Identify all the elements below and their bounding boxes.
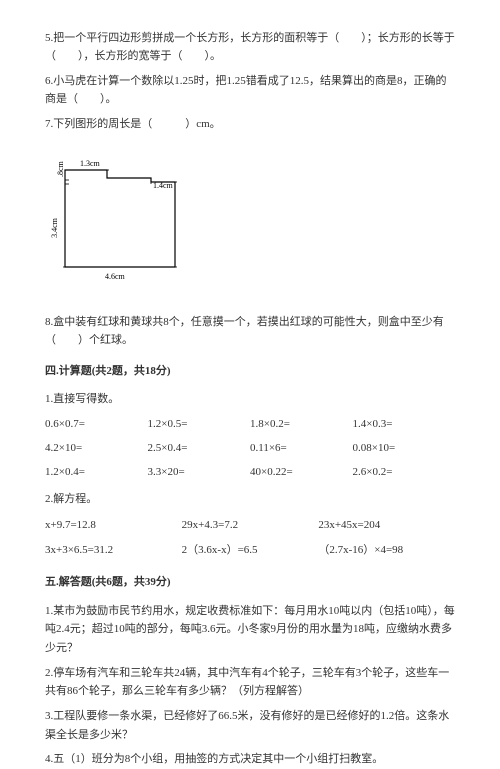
calc-item: 1.4×0.3= — [353, 416, 456, 434]
calc-row-1: 0.6×0.7= 1.2×0.5= 1.8×0.2= 1.4×0.3= — [45, 416, 455, 434]
answer-q3: 3.工程队要修一条水渠，已经修好了66.5米，没有修好的是已经修好的1.2倍。这… — [45, 707, 455, 744]
eq-item: （2.7x-16）×4=98 — [318, 542, 455, 560]
question-5-text: 5.把一个平行四边形剪拼成一个长方形，长方形的面积等于（ ）；长方形的长等于（ … — [45, 32, 455, 62]
eq-row-1: x+9.7=12.8 29x+4.3=7.2 23x+45x=204 — [45, 517, 455, 535]
calc-item: 2.5×0.4= — [148, 440, 251, 458]
eq-item: 3x+3×6.5=31.2 — [45, 542, 182, 560]
perimeter-figure: 1.3cm 1.4cm .8cm 3.4cm 4.6cm — [45, 152, 455, 292]
eq-item: 2（3.6x-x）=6.5 — [182, 542, 319, 560]
figure-svg: 1.3cm 1.4cm .8cm 3.4cm 4.6cm — [45, 152, 225, 292]
question-6-text: 6.小马虎在计算一个数除以1.25时，把1.25错看成了12.5，结果算出的商是… — [45, 75, 447, 105]
calc-item: 0.08×10= — [353, 440, 456, 458]
question-7-text: 7.下列图形的周长是（ ）cm。 — [45, 118, 221, 130]
question-8: 8.盒中装有红球和黄球共8个，任意摸一个，若摸出红球的可能性大，则盒中至少有（ … — [45, 314, 455, 349]
eq-row-2: 3x+3×6.5=31.2 2（3.6x-x）=6.5 （2.7x-16）×4=… — [45, 542, 455, 560]
label-left-notch: .8cm — [56, 160, 65, 177]
eq-item: 29x+4.3=7.2 — [182, 517, 319, 535]
question-7: 7.下列图形的周长是（ ）cm。 — [45, 116, 455, 134]
answer-q1: 1.某市为鼓励市民节约用水，规定收费标准如下：每月用水10吨以内（包括10吨），… — [45, 602, 455, 658]
calc-item: 2.6×0.2= — [353, 464, 456, 482]
eq-item: 23x+45x=204 — [318, 517, 455, 535]
section-5-title: 五.解答题(共6题，共39分) — [45, 574, 455, 592]
question-8-text: 8.盒中装有红球和黄球共8个，任意摸一个，若摸出红球的可能性大，则盒中至少有（ … — [45, 316, 444, 346]
answer-q4: 4.五（1）班分为8个小组，用抽签的方式决定其中一个小组打扫教室。 — [45, 750, 455, 769]
label-top-left: 1.3cm — [80, 159, 101, 168]
question-5: 5.把一个平行四边形剪拼成一个长方形，长方形的面积等于（ ）；长方形的长等于（ … — [45, 30, 455, 65]
label-left-side: 3.4cm — [50, 217, 59, 238]
calc-row-3: 1.2×0.4= 3.3×20= 40×0.22= 2.6×0.2= — [45, 464, 455, 482]
eq-item: x+9.7=12.8 — [45, 517, 182, 535]
calc-item: 1.2×0.5= — [148, 416, 251, 434]
section-4-sub1: 1.直接写得数。 — [45, 391, 455, 409]
calc-item: 0.11×6= — [250, 440, 353, 458]
calc-item: 4.2×10= — [45, 440, 148, 458]
section-4-title: 四.计算题(共2题，共18分) — [45, 363, 455, 381]
label-top-right: 1.4cm — [153, 181, 174, 190]
calc-item: 1.8×0.2= — [250, 416, 353, 434]
section-4-sub2: 2.解方程。 — [45, 491, 455, 509]
calc-item: 1.2×0.4= — [45, 464, 148, 482]
calc-item: 40×0.22= — [250, 464, 353, 482]
calc-row-2: 4.2×10= 2.5×0.4= 0.11×6= 0.08×10= — [45, 440, 455, 458]
question-6: 6.小马虎在计算一个数除以1.25时，把1.25错看成了12.5，结果算出的商是… — [45, 73, 455, 108]
calc-item: 0.6×0.7= — [45, 416, 148, 434]
label-bottom: 4.6cm — [105, 272, 126, 281]
calc-item: 3.3×20= — [148, 464, 251, 482]
answer-q2: 2.停车场有汽车和三轮车共24辆，其中汽车有4个轮子，三轮车有3个轮子，这些车一… — [45, 664, 455, 701]
